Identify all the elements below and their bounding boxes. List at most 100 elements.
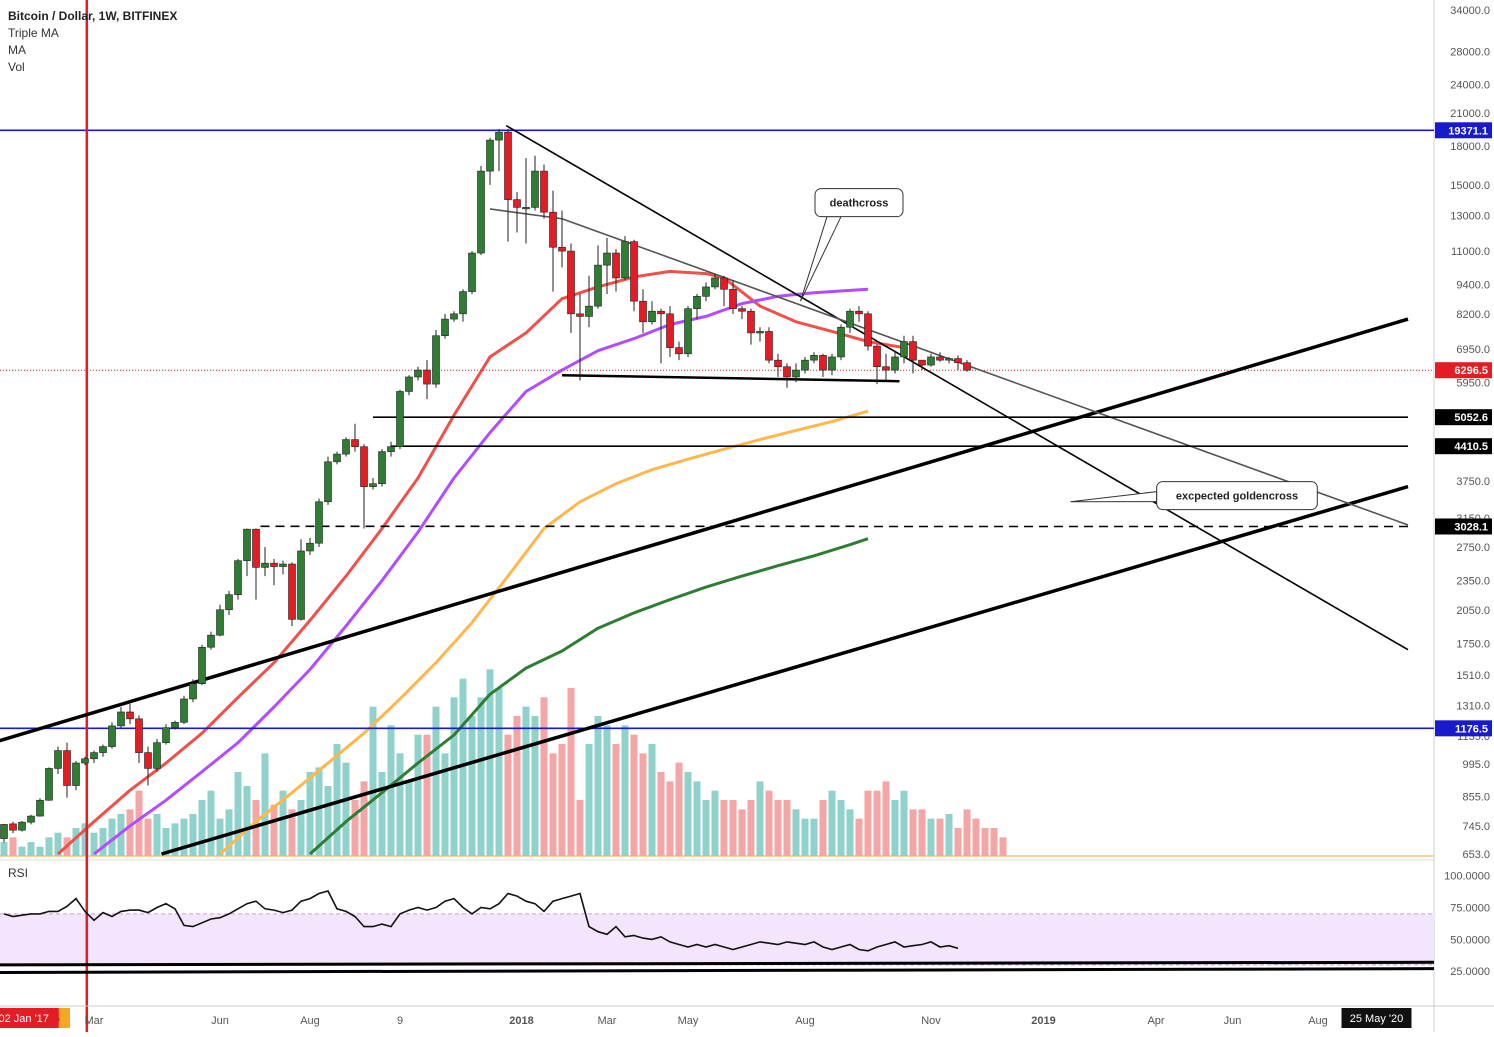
candle-down [747,310,755,334]
volume-bar [198,800,206,856]
candle-up [90,752,98,760]
volume-bar [999,837,1007,856]
time-tick-label: 02 Jan '17 [0,1013,49,1025]
candle-up [225,594,233,611]
time-tick-label: 2019 [1031,1015,1055,1027]
time-tick-label: Mar [85,1015,104,1027]
volume-bar [639,753,647,856]
volume-bar [549,753,557,856]
time-tick-label: 9 [397,1015,403,1027]
volume-bar [54,832,62,856]
volume-bar [504,734,512,856]
price-label-text: 5052.6 [1454,412,1488,424]
volume-bar [630,734,638,856]
candle-up [405,376,413,392]
volume-bar [585,744,593,856]
price-tick-label: 11000.0 [1451,246,1490,258]
price-tick-label: 855.0 [1462,791,1490,803]
candle-down [882,366,890,371]
volume-bar [36,846,44,856]
price-tick-label: 13000.0 [1450,210,1490,222]
trendline [561,217,1409,526]
candle-down [63,750,71,786]
time-tick-label: Apr [1147,1015,1164,1027]
price-tick-label: 1310.0 [1456,700,1490,712]
candle-down [666,313,674,348]
callout-box [814,188,904,218]
candle-down [774,359,782,368]
volume-bar [342,762,350,856]
volume-bar [954,828,962,856]
candle-up [792,369,800,378]
volume-bar [27,842,35,856]
candle-down [765,331,773,361]
price-label-text: 19371.1 [1448,125,1488,137]
volume-bar [324,786,332,856]
candle-down [558,246,566,252]
volume-bar [387,725,395,856]
rsi-pane-label[interactable]: RSI [8,866,29,880]
trendline [505,124,1409,651]
volume-bar [432,706,440,856]
volume-bar [774,800,782,856]
candle-up [711,277,719,288]
price-tick-label: 1750.0 [1456,639,1490,651]
volume-bar [720,800,728,856]
trendline [0,317,1409,743]
candle-up [333,453,341,463]
candle-up [432,335,440,385]
legend-indicator-triple-ma[interactable]: Triple MA [8,26,59,40]
candle-down [126,711,134,720]
volume-bar [936,818,944,856]
volume-bar [666,781,674,856]
volume-bar [675,762,683,856]
candle-down [729,288,737,309]
volume-bar [351,800,359,856]
candle-up [756,331,764,334]
time-tick-label: Nov [921,1015,941,1027]
volume-bar [261,753,269,856]
volume-bar [900,790,908,856]
legend-indicator-ma[interactable]: MA [8,43,26,57]
volume-bar [828,790,836,856]
candle-up [927,356,935,366]
candle-down [270,562,278,567]
candle-down [864,313,872,347]
candle-up [531,170,539,208]
rsi-line [3,890,959,952]
rsi-trendline-upper [0,960,1435,967]
volume-bar [846,809,854,856]
price-tick-label: 28000.0 [1450,47,1490,59]
candle-down [657,310,665,315]
time-tick-label: Aug [1308,1015,1328,1027]
ma-line-3 [308,537,869,856]
candle-down [855,310,863,315]
candle-up [459,291,467,315]
volume-bar [81,823,89,856]
price-label-box [1435,438,1492,455]
volume-bar [972,818,980,856]
volume-bar [144,818,152,856]
volume-bar [270,804,278,856]
candle-down [567,250,575,315]
price-label-box [1435,122,1492,139]
candle-up [342,439,350,455]
volume-bar [558,744,566,856]
time-tick-label: May [678,1015,699,1027]
time-axis: 12 Oct '1502 Jan '17MarJunAug92018MarMay… [0,1005,1494,1028]
volume-bar [360,781,368,856]
time-tick-label: Jun [1224,1015,1242,1027]
candle-up [18,821,26,831]
moving-averages [56,269,905,856]
candle-up [495,131,503,141]
volume-bar [378,772,386,856]
callout-text: excpected goldencross [1176,491,1298,503]
volume-bar [99,828,107,856]
candle-up [891,356,899,371]
volume-bar [684,772,692,856]
legend-indicator-vol[interactable]: Vol [8,60,25,74]
candle-up [234,560,242,595]
candle-up [207,634,215,648]
candle-up [0,824,8,839]
